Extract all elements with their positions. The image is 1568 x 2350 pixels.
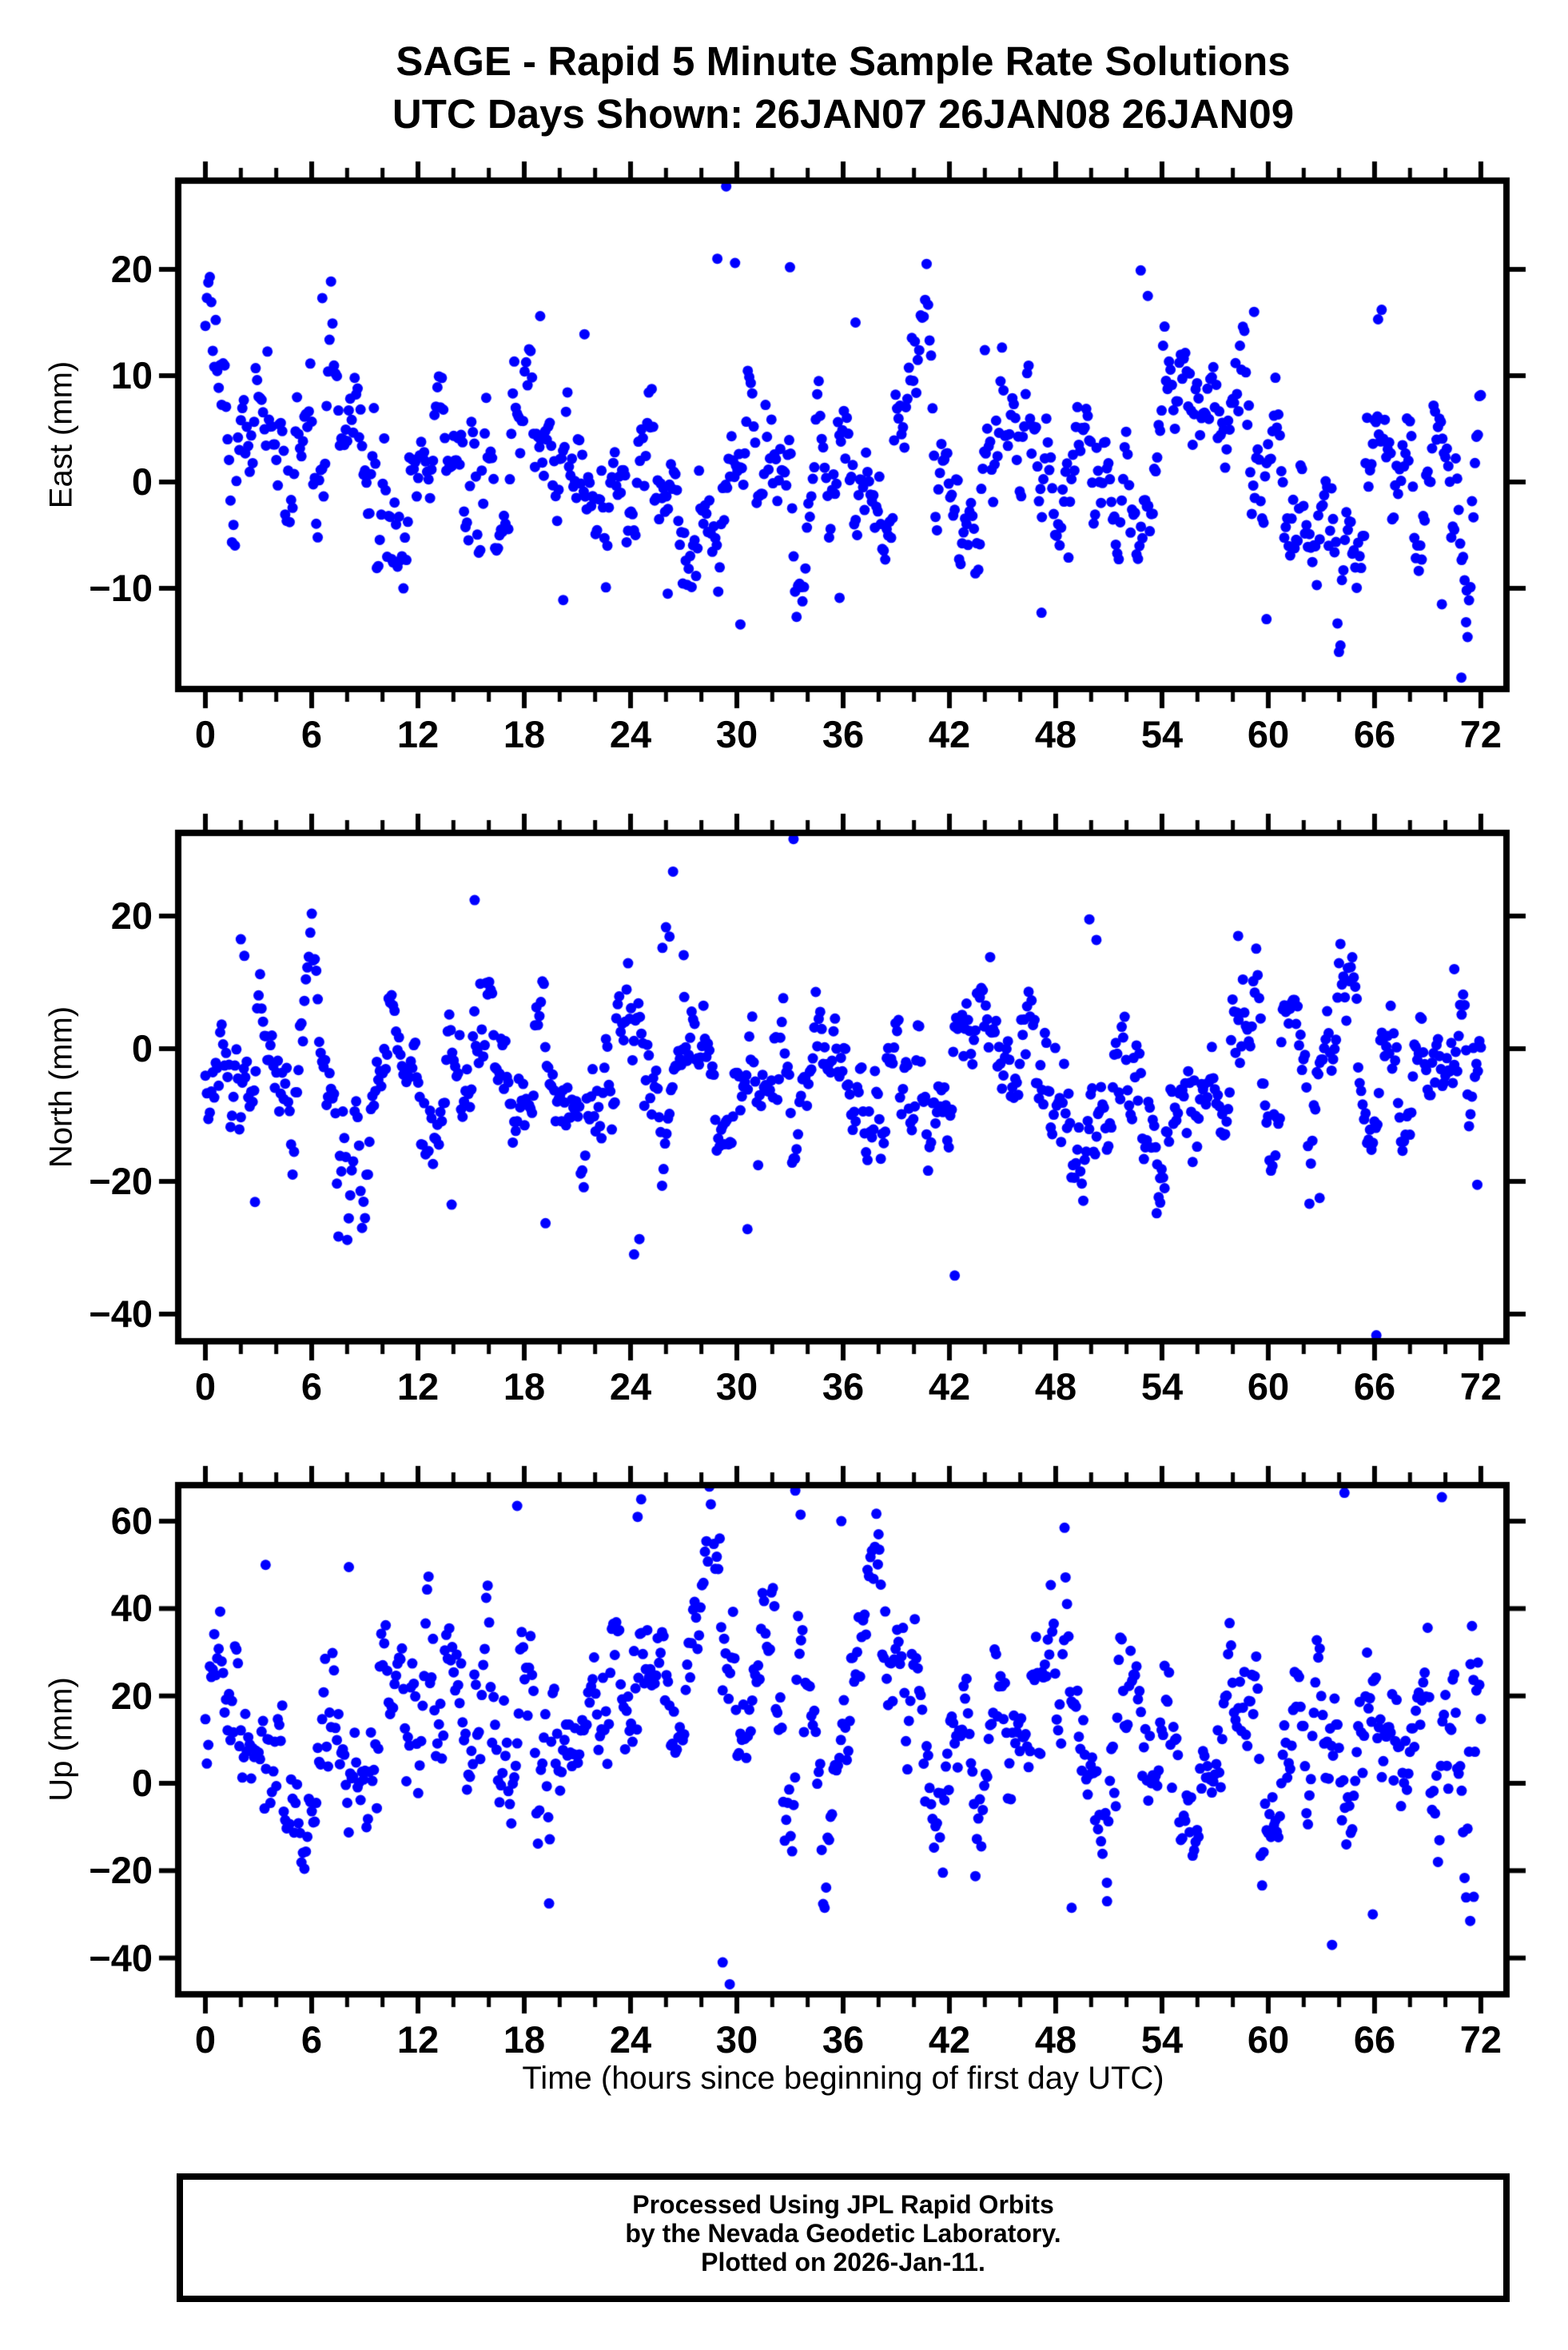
y-tick-label: 0 [131,1027,153,1069]
x-tick-label: 54 [1140,2018,1184,2061]
x-tick-label: 36 [822,713,865,755]
x-tick-label: 60 [1247,1365,1290,1408]
x-tick-label: 6 [300,2018,323,2061]
x-tick-label: 18 [503,713,546,755]
x-tick-label: 54 [1140,713,1184,755]
y-tick-label: 20 [110,894,153,937]
y-tick-label: 40 [110,1587,153,1630]
footer-line2: by the Nevada Geodetic Laboratory. [625,2219,1061,2248]
x-tick-label: 36 [822,1365,865,1408]
y-tick-label: −20 [89,1849,153,1892]
east-axis-label: East (mm) [43,360,79,509]
x-tick-label: 48 [1034,1365,1077,1408]
x-tick-label: 30 [715,713,758,755]
x-tick-label: 66 [1353,2018,1396,2061]
x-tick-label: 60 [1247,2018,1290,2061]
figure-title-line1: SAGE - Rapid 5 Minute Sample Rate Soluti… [396,38,1291,84]
x-tick-label: 0 [194,1365,217,1408]
figure-title: SAGE - Rapid 5 Minute Sample Rate Soluti… [177,35,1510,141]
time-axis-label: Time (hours since beginning of first day… [522,2061,1164,2096]
footer-box: Processed Using JPL Rapid Orbits by the … [177,2173,1510,2302]
y-tick-label: 60 [110,1500,153,1543]
x-tick-label: 72 [1459,1365,1502,1408]
y-tick-label: −10 [89,567,153,609]
north-axis-label: North (mm) [43,1006,79,1169]
x-tick-label: 36 [822,2018,865,2061]
x-tick-label: 48 [1034,2018,1077,2061]
up-axis-label: Up (mm) [43,1677,79,1802]
y-tick-label: −40 [89,1936,153,1979]
x-tick-label: 12 [396,2018,440,2061]
x-tick-label: 60 [1247,713,1290,755]
y-tick-label: 0 [131,460,153,503]
x-tick-label: 6 [300,713,323,755]
x-tick-label: 18 [503,2018,546,2061]
x-tick-label: 24 [609,2018,652,2061]
y-tick-label: 20 [110,248,153,290]
x-tick-label: 0 [194,2018,217,2061]
y-tick-label: 20 [110,1674,153,1717]
x-tick-label: 24 [609,1365,652,1408]
footer-line3: Plotted on 2026-Jan-11. [701,2248,985,2276]
figure-title-line2: UTC Days Shown: 26JAN07 26JAN08 26JAN09 [392,91,1295,137]
y-tick-label: 0 [131,1762,153,1804]
x-tick-label: 66 [1353,713,1396,755]
x-tick-label: 72 [1459,2018,1502,2061]
x-tick-label: 12 [396,1365,440,1408]
x-tick-label: 30 [715,1365,758,1408]
y-tick-label: 10 [110,354,153,396]
x-tick-label: 6 [300,1365,323,1408]
x-tick-label: 42 [928,713,971,755]
x-tick-label: 18 [503,1365,546,1408]
x-tick-label: 0 [194,713,217,755]
x-tick-label: 12 [396,713,440,755]
x-tick-label: 66 [1353,1365,1396,1408]
x-tick-label: 42 [928,1365,971,1408]
x-tick-label: 24 [609,713,652,755]
x-tick-label: 48 [1034,713,1077,755]
y-tick-label: −40 [89,1292,153,1335]
y-tick-label: −20 [89,1160,153,1202]
x-tick-label: 72 [1459,713,1502,755]
x-tick-label: 54 [1140,1365,1184,1408]
footer-line1: Processed Using JPL Rapid Orbits [632,2190,1054,2219]
x-tick-label: 42 [928,2018,971,2061]
x-tick-label: 30 [715,2018,758,2061]
